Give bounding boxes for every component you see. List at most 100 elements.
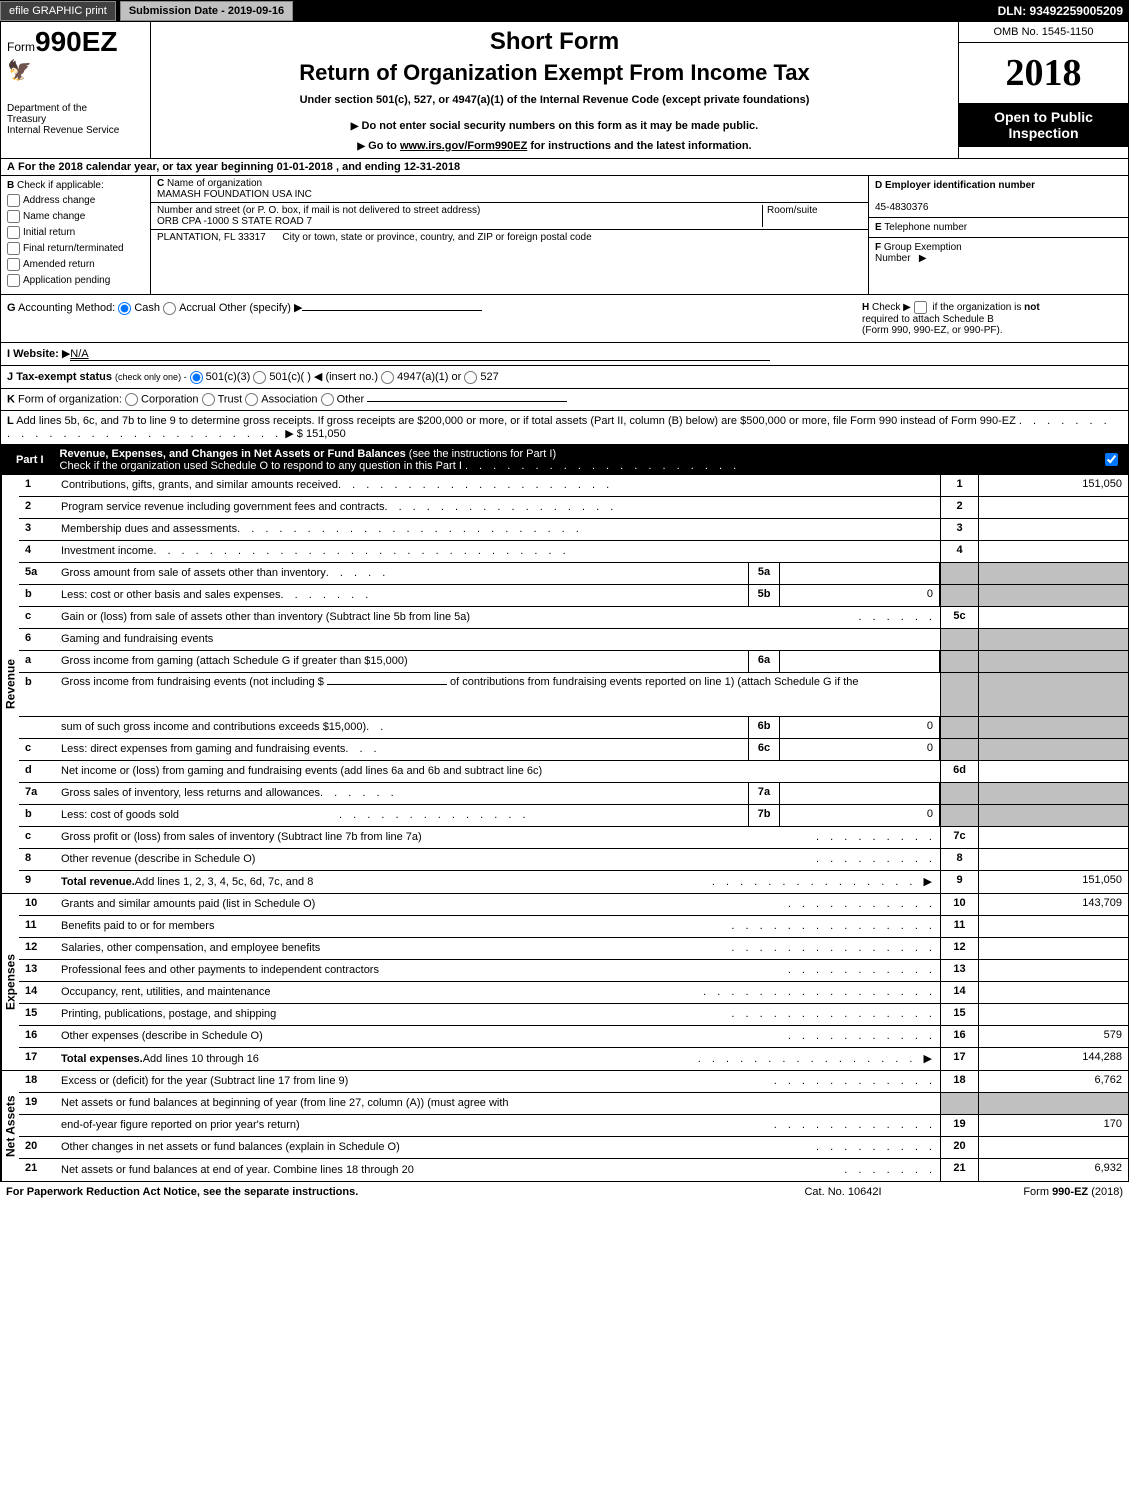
line-6a-sval — [780, 651, 940, 672]
name-of-org-label: Name of organization — [167, 178, 262, 189]
amended-check[interactable]: Amended return — [7, 258, 144, 271]
shaded-cell — [978, 629, 1128, 650]
shaded-cell — [940, 673, 978, 716]
line-19-desc1: Net assets or fund balances at beginning… — [57, 1093, 940, 1114]
street-address: ORB CPA -1000 S STATE ROAD 7 — [157, 216, 312, 227]
trust-radio[interactable] — [202, 393, 215, 406]
shaded-cell — [978, 563, 1128, 584]
line-20-num: 20 — [19, 1137, 57, 1158]
line-15: 15 Printing, publications, postage, and … — [19, 1004, 1128, 1026]
line-1-desc: Contributions, gifts, grants, and simila… — [57, 475, 940, 496]
line-7b: b Less: cost of goods sold . . . . . . .… — [19, 805, 1128, 827]
form-org-label: Form of organization: — [18, 393, 122, 405]
short-form-title: Short Form — [157, 28, 952, 56]
line-15-num: 15 — [19, 1004, 57, 1025]
j-label: J — [7, 371, 13, 383]
goto-suffix: for instructions and the latest informat… — [527, 140, 751, 152]
line-6d-desc: Net income or (loss) from gaming and fun… — [57, 761, 940, 782]
line-14: 14 Occupancy, rent, utilities, and maint… — [19, 982, 1128, 1004]
line-1-val: 151,050 — [978, 475, 1128, 496]
4947-radio[interactable] — [381, 371, 394, 384]
goto-text: ▶ Go to www.irs.gov/Form990EZ for instru… — [157, 140, 952, 152]
corp-label: Corporation — [141, 393, 198, 405]
group-exemption-row: F Group Exemption Number ▶ — [869, 238, 1128, 268]
app-pending-check[interactable]: Application pending — [7, 274, 144, 287]
part-1-num: Part I — [8, 452, 52, 468]
line-6d-val — [978, 761, 1128, 782]
opt-527: 527 — [480, 371, 498, 383]
dots: . . . . . . . . . . . . . . . . . . . . — [465, 460, 740, 472]
cash-radio[interactable] — [118, 302, 131, 315]
line-10-val: 143,709 — [978, 894, 1128, 915]
501c3-radio[interactable] — [190, 371, 203, 384]
line-6a-snum: 6a — [748, 651, 780, 672]
shaded-cell — [978, 805, 1128, 826]
line-10-desc: Grants and similar amounts paid (list in… — [57, 894, 940, 915]
city-state-zip: PLANTATION, FL 33317 — [157, 232, 266, 243]
schedule-b-check[interactable] — [914, 301, 927, 314]
501c-radio[interactable] — [253, 371, 266, 384]
paperwork-notice: For Paperwork Reduction Act Notice, see … — [6, 1186, 743, 1198]
gross-receipts-amount: $ 151,050 — [297, 428, 346, 440]
line-13-rnum: 13 — [940, 960, 978, 981]
line-5a-snum: 5a — [748, 563, 780, 584]
line-18-num: 18 — [19, 1071, 57, 1092]
opt-501c: 501(c)( ) — [269, 371, 311, 383]
final-return-check[interactable]: Final return/terminated — [7, 242, 144, 255]
room-suite-label: Room/suite — [767, 205, 818, 216]
address-change-check[interactable]: Address change — [7, 194, 144, 207]
line-17: 17 Total expenses. Add lines 10 through … — [19, 1048, 1128, 1070]
name-change-check[interactable]: Name change — [7, 210, 144, 223]
line-17-num: 17 — [19, 1048, 57, 1070]
line-7a-snum: 7a — [748, 783, 780, 804]
f-label: F — [875, 242, 881, 253]
line-7c-num: c — [19, 827, 57, 848]
other-org-label: Other — [337, 393, 365, 405]
line-11-rnum: 11 — [940, 916, 978, 937]
line-17-val: 144,288 — [978, 1048, 1128, 1070]
dept-line3: Internal Revenue Service — [7, 125, 119, 136]
arrow-icon: ▶ — [357, 141, 365, 152]
part-1-checkbox[interactable] — [1105, 453, 1121, 466]
shaded-cell — [978, 739, 1128, 760]
line-7a-sval — [780, 783, 940, 804]
line-5c-val — [978, 607, 1128, 628]
line-3-desc: Membership dues and assessments . . . . … — [57, 519, 940, 540]
line-14-val — [978, 982, 1128, 1003]
top-bar-left: efile GRAPHIC print Submission Date - 20… — [0, 1, 293, 21]
net-assets-side-label: Net Assets — [1, 1071, 19, 1181]
corp-radio[interactable] — [125, 393, 138, 406]
tax-year: 2018 — [959, 43, 1128, 103]
line-6a-desc: Gross income from gaming (attach Schedul… — [57, 651, 748, 672]
line-6d: d Net income or (loss) from gaming and f… — [19, 761, 1128, 783]
line-8-val — [978, 849, 1128, 870]
line-20: 20 Other changes in net assets or fund b… — [19, 1137, 1128, 1159]
line-4-desc: Investment income . . . . . . . . . . . … — [57, 541, 940, 562]
line-2-val — [978, 497, 1128, 518]
check-applicable: Check if applicable: — [17, 180, 104, 191]
cash-label: Cash — [134, 302, 160, 314]
eagle-icon: 🦅 — [7, 58, 144, 83]
other-radio[interactable] — [321, 393, 334, 406]
line-11-desc: Benefits paid to or for members . . . . … — [57, 916, 940, 937]
specify-line — [302, 310, 482, 311]
line-6c-snum: 6c — [748, 739, 780, 760]
efile-print-button[interactable]: efile GRAPHIC print — [0, 1, 116, 21]
line-20-desc: Other changes in net assets or fund bala… — [57, 1137, 940, 1158]
g-label: G — [7, 302, 16, 314]
line-21-desc: Net assets or fund balances at end of ye… — [57, 1159, 940, 1181]
header-center: Short Form Return of Organization Exempt… — [151, 22, 958, 158]
b-label: B — [7, 180, 14, 191]
line-18-rnum: 18 — [940, 1071, 978, 1092]
line-19b: end-of-year figure reported on prior yea… — [19, 1115, 1128, 1137]
accrual-radio[interactable] — [163, 302, 176, 315]
assoc-radio[interactable] — [245, 393, 258, 406]
527-radio[interactable] — [464, 371, 477, 384]
irs-link[interactable]: www.irs.gov/Form990EZ — [400, 140, 527, 152]
line-19-blank — [19, 1115, 57, 1136]
form-number: 990EZ — [35, 26, 118, 57]
initial-return-check[interactable]: Initial return — [7, 226, 144, 239]
line-12-num: 12 — [19, 938, 57, 959]
line-16: 16 Other expenses (describe in Schedule … — [19, 1026, 1128, 1048]
line-20-rnum: 20 — [940, 1137, 978, 1158]
